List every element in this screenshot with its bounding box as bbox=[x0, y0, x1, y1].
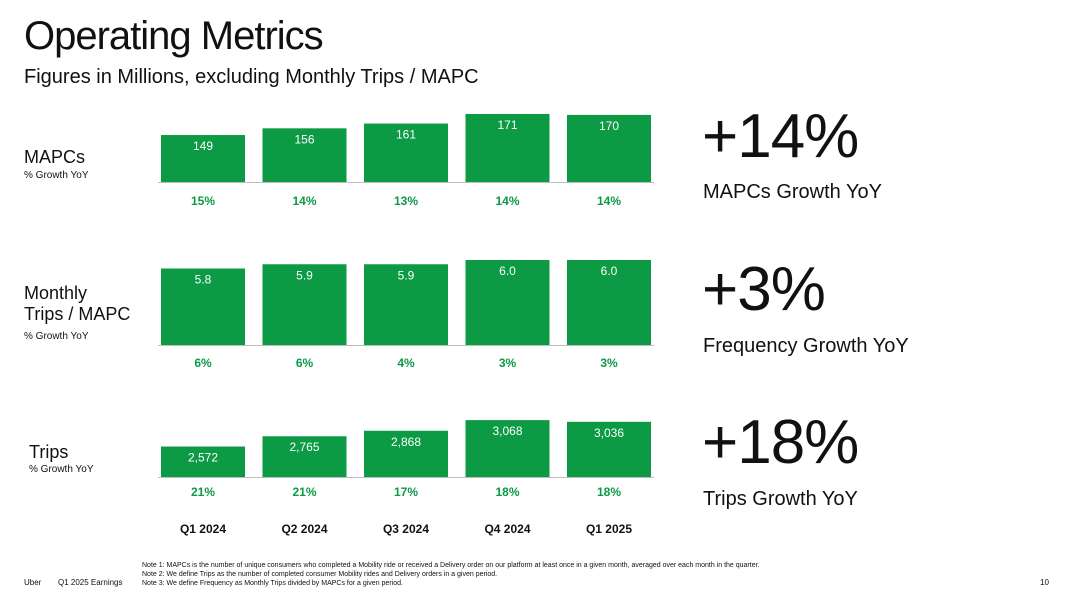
x-tick-label: Q1 2024 bbox=[180, 522, 226, 536]
chart-trips: 2,572 21% 2,765 21% 2,868 17% 3,068 18% 3,036 18% bbox=[158, 420, 654, 499]
bar-mapcs-1 bbox=[161, 135, 245, 182]
kpi-frequency-label: Frequency Growth YoY bbox=[703, 335, 909, 357]
page-title: Operating Metrics bbox=[24, 14, 324, 58]
bar-mapcs-2 bbox=[262, 128, 347, 182]
kpi-mapcs-label: MAPCs Growth YoY bbox=[703, 181, 882, 203]
bar-trips-per-mapc-5 bbox=[567, 260, 651, 345]
kpi-trips-value: +18% bbox=[702, 408, 859, 477]
bar-trips-2 bbox=[262, 436, 347, 477]
growth-label: 17% bbox=[394, 485, 418, 499]
growth-label: 13% bbox=[394, 194, 418, 208]
bar-value-label: 3,036 bbox=[594, 426, 624, 440]
bar-value-label: 156 bbox=[294, 132, 314, 146]
row-label-line: Trips / MAPC bbox=[24, 304, 131, 324]
bar-mapcs-3 bbox=[364, 123, 448, 182]
bar-trips-per-mapc-1 bbox=[161, 268, 245, 345]
bar-value-label: 2,765 bbox=[289, 440, 319, 454]
chart-mapcs: 149 15% 156 14% 161 13% 171 14% 170 14% bbox=[158, 113, 654, 208]
chart-trips-per-mapc: 5.8 6% 5.9 6% 5.9 4% 6.0 3% 6.0 3% bbox=[158, 260, 654, 370]
row-label-mapcs: MAPCs bbox=[24, 147, 85, 168]
x-tick-label: Q2 2024 bbox=[281, 522, 327, 536]
row-label-trips-per-mapc: Monthly Trips / MAPC bbox=[24, 283, 130, 325]
bar-value-label: 149 bbox=[193, 139, 213, 153]
bar-value-label: 5.9 bbox=[296, 268, 313, 282]
footer-brand: Uber bbox=[24, 578, 42, 587]
growth-label: 6% bbox=[194, 356, 212, 370]
x-tick-label: Q3 2024 bbox=[383, 522, 429, 536]
growth-label: 18% bbox=[597, 485, 621, 499]
bar-value-label: 6.0 bbox=[601, 264, 618, 278]
row-sublabel-trips: % Growth YoY bbox=[29, 464, 94, 475]
row-label-line: Trips bbox=[29, 442, 69, 462]
operating-metrics-chart: 149 15% 156 14% 161 13% 171 14% 170 14% 5.8 6% 5.9 6%… bbox=[158, 113, 654, 536]
bar-trips-3 bbox=[364, 430, 448, 477]
row-sublabel-trips-per-mapc: % Growth YoY bbox=[24, 331, 89, 342]
growth-label: 14% bbox=[597, 194, 621, 208]
bar-trips-4 bbox=[465, 420, 550, 477]
growth-label: 3% bbox=[600, 356, 618, 370]
bar-trips-per-mapc-4 bbox=[465, 260, 550, 345]
growth-label: 6% bbox=[296, 356, 314, 370]
bar-value-label: 5.8 bbox=[195, 273, 212, 287]
growth-label: 14% bbox=[292, 194, 316, 208]
bar-value-label: 2,572 bbox=[188, 451, 218, 465]
bar-mapcs-4 bbox=[465, 113, 550, 182]
row-label-line: MAPCs bbox=[24, 147, 86, 167]
growth-label: 14% bbox=[495, 194, 519, 208]
kpi-mapcs-value: +14% bbox=[702, 102, 859, 171]
growth-label: 3% bbox=[499, 356, 517, 370]
bar-value-label: 170 bbox=[599, 119, 619, 133]
footnote-1: Note 1: MAPCs is the number of unique co… bbox=[142, 562, 760, 569]
growth-label: 4% bbox=[397, 356, 415, 370]
bar-value-label: 2,868 bbox=[391, 435, 421, 449]
bar-value-label: 6.0 bbox=[499, 264, 516, 278]
growth-label: 18% bbox=[495, 485, 519, 499]
bar-value-label: 5.9 bbox=[398, 268, 415, 282]
bar-value-label: 3,068 bbox=[492, 424, 522, 438]
growth-label: 21% bbox=[191, 485, 215, 499]
bar-trips-5 bbox=[567, 421, 651, 477]
page-subtitle: Figures in Millions, excluding Monthly T… bbox=[24, 66, 479, 88]
bar-value-label: 161 bbox=[396, 128, 416, 142]
growth-label: 15% bbox=[191, 194, 215, 208]
x-tick-label: Q4 2024 bbox=[484, 522, 530, 536]
row-label-line: Monthly bbox=[24, 283, 88, 303]
bar-trips-per-mapc-3 bbox=[364, 264, 448, 345]
footer-document: Q1 2025 Earnings bbox=[58, 578, 123, 587]
bar-trips-per-mapc-2 bbox=[262, 264, 347, 345]
footnotes: Note 1: MAPCs is the number of unique co… bbox=[142, 561, 760, 588]
bar-mapcs-5 bbox=[567, 114, 651, 182]
page-number: 10 bbox=[1040, 578, 1049, 587]
x-tick-label: Q1 2025 bbox=[586, 522, 632, 536]
row-label-trips: Trips bbox=[29, 442, 68, 463]
kpi-trips-label: Trips Growth YoY bbox=[703, 488, 858, 510]
row-sublabel-mapcs: % Growth YoY bbox=[24, 170, 89, 181]
kpi-frequency-value: +3% bbox=[702, 255, 826, 324]
footnote-2: Note 2: We define Trips as the number of… bbox=[142, 571, 498, 578]
footnote-3: Note 3: We define Frequency as Monthly T… bbox=[142, 580, 403, 587]
bar-trips-1 bbox=[161, 446, 245, 477]
growth-label: 21% bbox=[292, 485, 316, 499]
bar-value-label: 171 bbox=[497, 118, 517, 132]
